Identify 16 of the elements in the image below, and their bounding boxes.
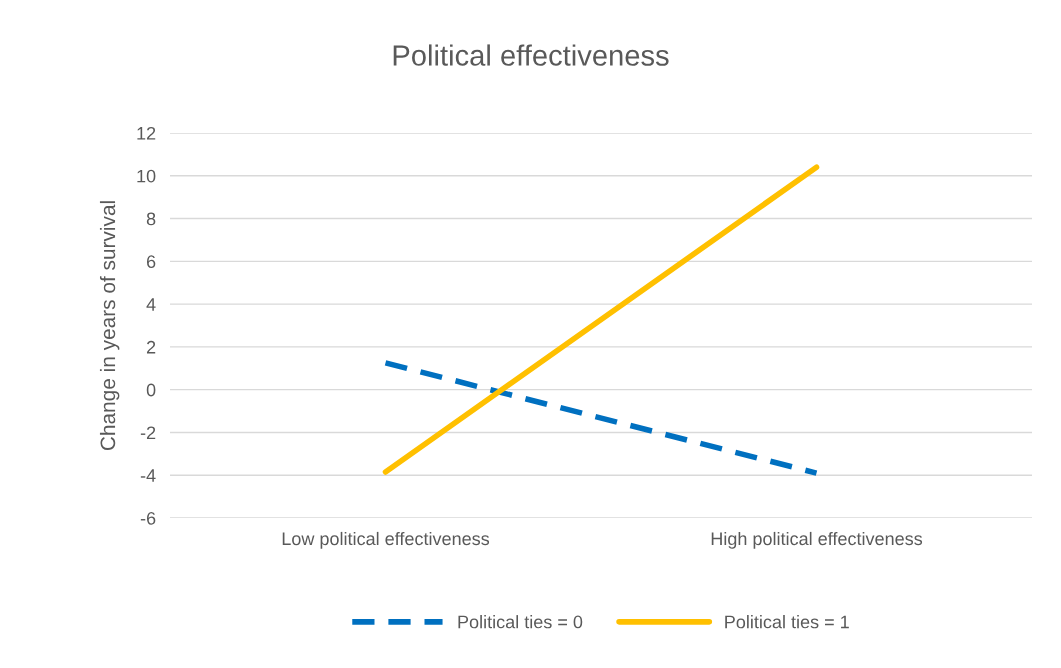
- y-tick-label: 4: [146, 298, 156, 311]
- chart-title: Political effectiveness: [393, 44, 669, 66]
- y-tick-label: 0: [146, 383, 156, 397]
- x-tick-label: Low political effectiveness: [282, 531, 490, 549]
- y-tick-label: -2: [140, 426, 156, 439]
- y-axis-title: Change in years of survival: [99, 201, 120, 451]
- y-tick-label: -4: [140, 469, 156, 482]
- y-tick-label: -6: [140, 511, 156, 525]
- y-tick-label: 2: [146, 340, 156, 354]
- y-tick-label: 6: [146, 255, 156, 269]
- y-tick-label: 10: [137, 169, 156, 183]
- x-tick-label: High political effectiveness: [711, 531, 923, 549]
- legend-label: Political ties = 1: [725, 615, 849, 629]
- y-tick-label: 8: [146, 212, 156, 226]
- y-tick-label: 12: [137, 126, 156, 140]
- legend-label: Political ties = 0: [458, 615, 583, 629]
